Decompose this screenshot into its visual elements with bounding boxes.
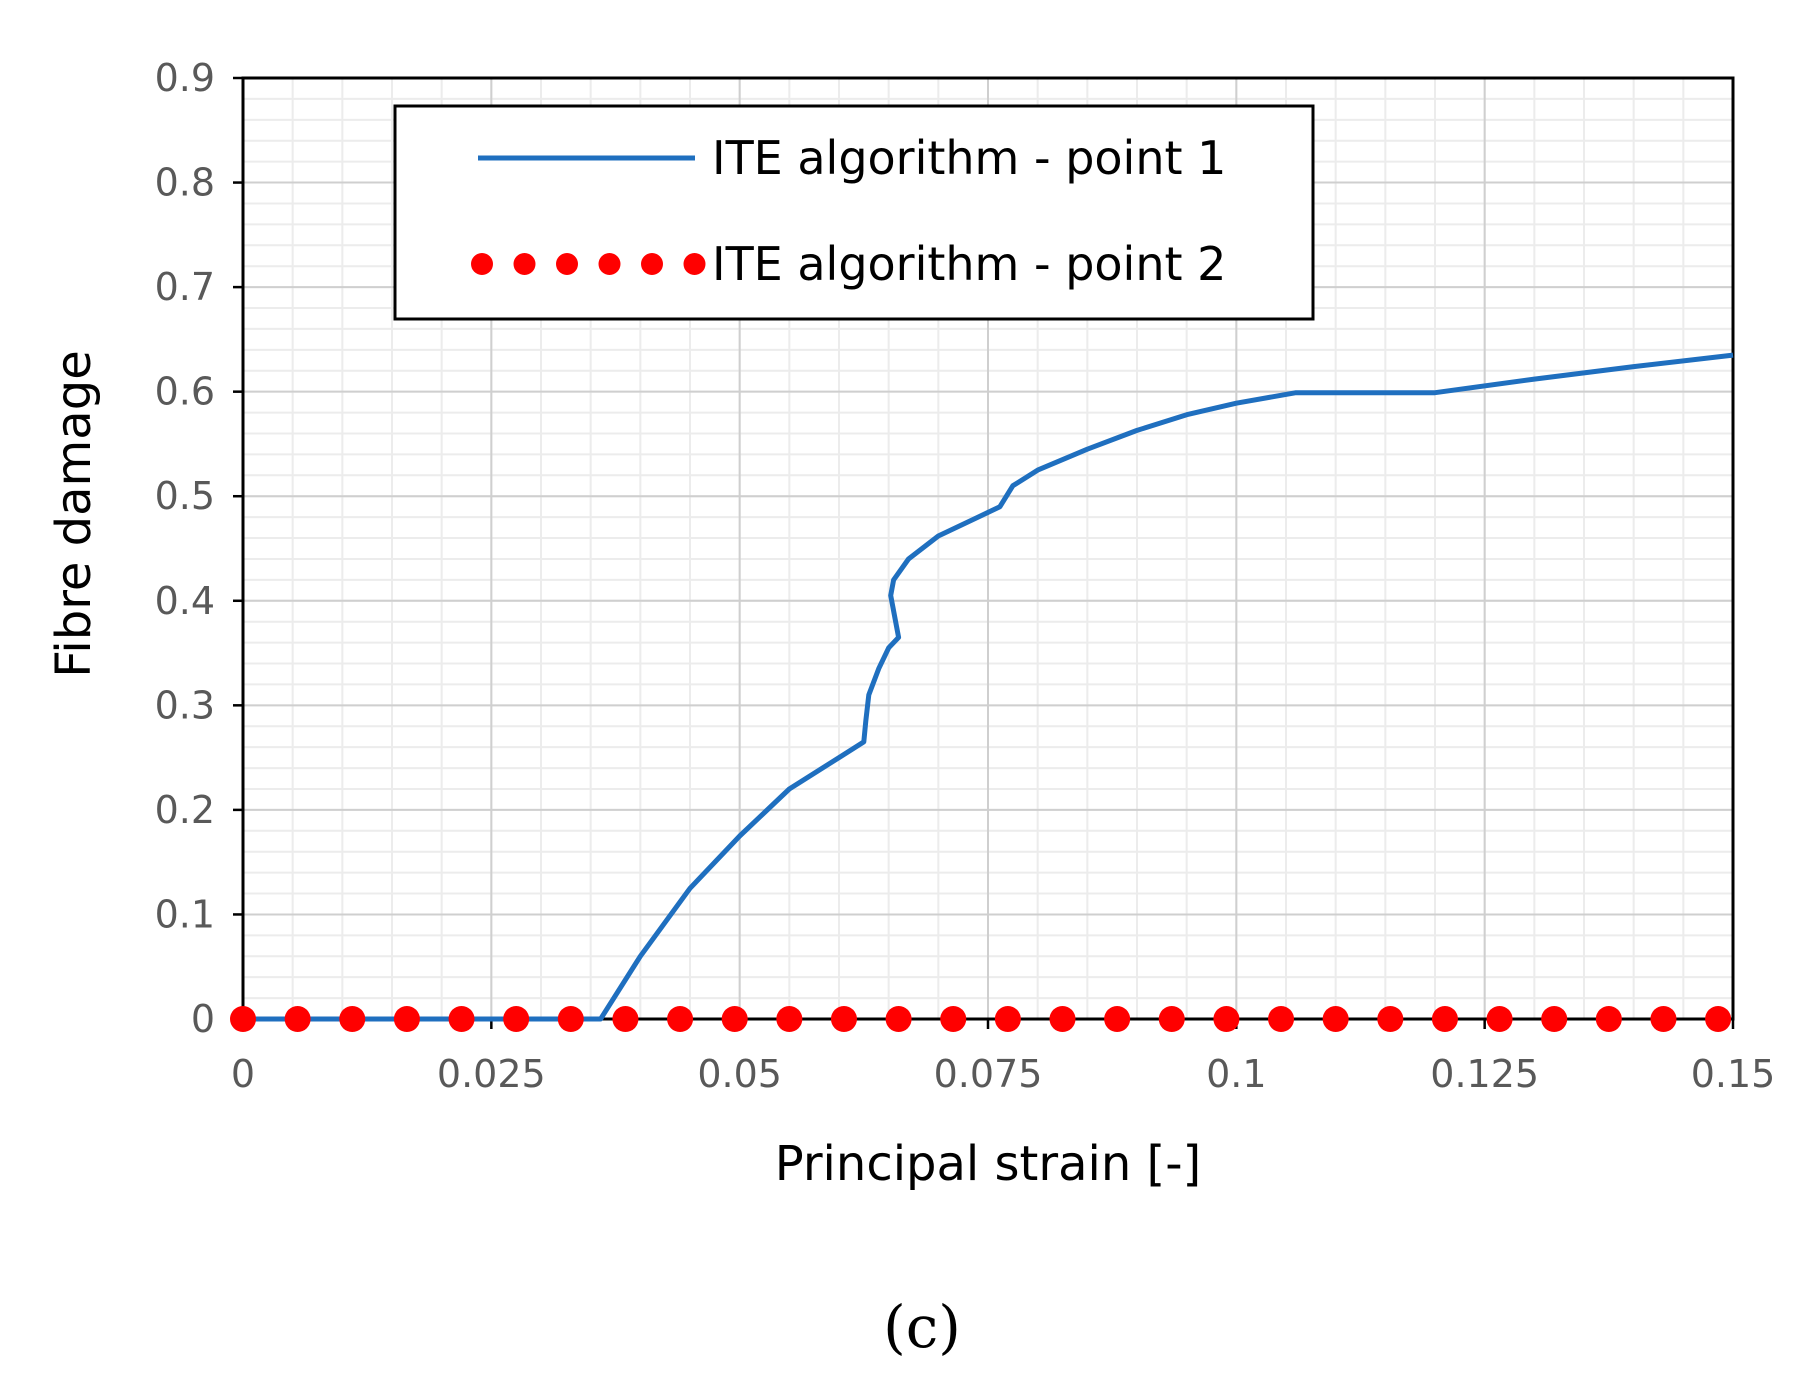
- series-point-2-marker: [339, 1006, 366, 1032]
- y-tick-label: 0: [191, 997, 215, 1041]
- series-point-2-marker: [1650, 1006, 1677, 1032]
- series-point-2-marker: [1595, 1006, 1622, 1032]
- series-point-2-marker: [1213, 1006, 1240, 1032]
- series: [230, 352, 1734, 1032]
- series-point-2-marker: [230, 1006, 256, 1032]
- y-tick-label: 0.1: [155, 892, 215, 936]
- series-point-2-marker: [1049, 1006, 1076, 1032]
- series-point-2-marker: [940, 1006, 967, 1032]
- series-point-2-marker: [830, 1006, 857, 1032]
- series-point-2-marker: [1158, 1006, 1185, 1032]
- figure-caption: (c): [883, 1293, 961, 1361]
- y-tick-label: 0.6: [155, 370, 215, 414]
- series-point-2-marker: [1486, 1006, 1513, 1032]
- legend-dot: [683, 253, 706, 275]
- y-tick-label: 0.4: [155, 579, 215, 623]
- series-point-2-marker: [776, 1006, 803, 1032]
- series-point-2-marker: [885, 1006, 912, 1032]
- series-point-2-marker: [994, 1006, 1021, 1032]
- legend-dot: [471, 253, 493, 275]
- y-tick-label: 0.7: [155, 265, 215, 309]
- series-point-2-marker: [612, 1006, 639, 1032]
- axis-ticks: 0 0.025 0.05 0.075 0.1 0.125 0.15 0 0.1 0.2 0.3 0.4…: [155, 56, 1776, 1096]
- x-axis-title: Principal strain [-]: [775, 1136, 1202, 1192]
- legend-dot: [598, 253, 621, 275]
- series-point-2-marker: [1431, 1006, 1458, 1032]
- series-point-2-marker: [284, 1006, 311, 1032]
- series-point-2-marker: [393, 1006, 420, 1032]
- series-point-2-marker: [448, 1006, 475, 1032]
- x-tick-label: 0.075: [934, 1052, 1043, 1096]
- x-tick-label: 0.05: [697, 1052, 782, 1096]
- x-tick-label: 0.025: [437, 1052, 546, 1096]
- x-tick-label: 0.1: [1206, 1052, 1266, 1096]
- legend-label-point-2: ITE algorithm - point 2: [712, 237, 1226, 291]
- series-point-2-marker: [557, 1006, 584, 1032]
- legend-swatch-point-2: [471, 253, 706, 275]
- x-tick-label: 0.125: [1430, 1052, 1539, 1096]
- series-point-2-marker: [721, 1006, 748, 1032]
- series-point-2-marker: [1705, 1006, 1732, 1032]
- y-tick-label: 0.8: [155, 161, 215, 205]
- legend-box: [393, 104, 1315, 321]
- legend-dot: [513, 253, 536, 275]
- legend: ITE algorithm - point 1 ITE algorithm - …: [393, 104, 1315, 321]
- legend-dot: [641, 253, 663, 275]
- y-tick-label: 0.3: [155, 683, 215, 727]
- series-point-2-marker: [503, 1006, 530, 1032]
- x-tick-label: 0.15: [1691, 1052, 1776, 1096]
- series-line-point-1: [243, 352, 1734, 1022]
- legend-dot: [556, 253, 578, 275]
- series-point-2-marker: [1322, 1006, 1349, 1032]
- y-tick-label: 0.9: [155, 56, 215, 100]
- series-point-2-marker: [1268, 1006, 1295, 1032]
- series-point-2-marker: [1541, 1006, 1568, 1032]
- y-tick-label: 0.2: [155, 788, 215, 832]
- legend-label-point-1: ITE algorithm - point 1: [712, 131, 1226, 185]
- series-point-2-marker: [1377, 1006, 1404, 1032]
- y-axis-title: Fibre damage: [46, 350, 102, 677]
- series-point-2-marker: [667, 1006, 694, 1032]
- series-point-2-marker: [1104, 1006, 1131, 1032]
- x-tick-label: 0: [231, 1052, 255, 1096]
- y-tick-label: 0.5: [155, 474, 215, 518]
